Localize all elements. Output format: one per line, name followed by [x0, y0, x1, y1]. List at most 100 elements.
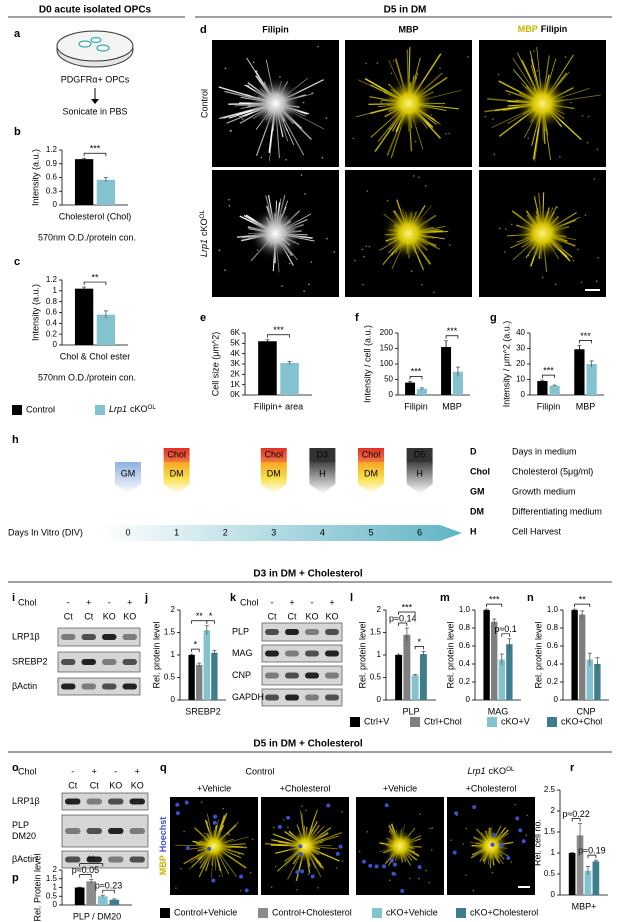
speck [368, 245, 371, 248]
bar [586, 659, 593, 700]
speck [362, 283, 364, 286]
lane-label: Ct [90, 780, 99, 790]
axis-note: 570nm O.D./protein con. [38, 372, 136, 382]
nucleus [452, 850, 457, 855]
treatment-sign: - [114, 766, 117, 776]
panel-letter: b [14, 126, 21, 138]
y-tick-label: 0.4 [46, 318, 58, 327]
blot-band [81, 634, 96, 640]
timeline-arrow [100, 525, 462, 541]
y-tick-label: 4K [230, 349, 240, 358]
error-bar [585, 866, 590, 875]
speck [304, 193, 306, 195]
stain-name: MBP [158, 855, 168, 875]
legend-label: Control+Cholesterol [272, 907, 352, 917]
y-axis-label: Rel. protein level [151, 621, 161, 688]
lane-label: Ct [288, 611, 297, 621]
error-bar [77, 886, 82, 888]
significance-bracket [79, 874, 92, 878]
significance-bracket [79, 863, 104, 867]
y-tick-label: 1.2 [46, 275, 58, 284]
speck [514, 803, 516, 806]
y-tick-label: 1K [230, 380, 240, 389]
y-tick-label: 0.6 [46, 308, 58, 317]
y-tick-label: 0.3 [46, 186, 58, 195]
significance-label: *** [90, 144, 101, 154]
error-bar [82, 286, 87, 291]
y-tick-label: 1.2 [46, 145, 58, 154]
error-bar [204, 625, 209, 635]
y-tick-label: 2 [551, 806, 556, 815]
error-bar [552, 384, 557, 387]
blot-strip [57, 677, 141, 696]
speck [508, 93, 511, 96]
y-tick-label: 0.9 [46, 159, 58, 168]
legend-text: Cell Harvest [512, 526, 562, 536]
significance-label: * [417, 637, 421, 647]
blot-band [102, 634, 117, 640]
blot-strip [57, 651, 141, 673]
significance-bracket [486, 603, 503, 608]
lane-label: KO [109, 780, 122, 790]
speck [308, 283, 310, 286]
treatment-sign: + [92, 766, 97, 776]
significance-label: p≈0.14 [389, 613, 416, 623]
step-top-label: Chol [362, 449, 381, 459]
panel-letter: l [350, 592, 353, 604]
speck [465, 827, 468, 830]
significance-label: *** [411, 367, 422, 377]
significance-label: *** [273, 325, 284, 335]
speck [247, 84, 250, 87]
step-top [406, 448, 433, 462]
legend-swatch [95, 405, 105, 415]
speck [300, 805, 303, 808]
legend-swatch [547, 717, 557, 727]
significance-bracket [206, 620, 215, 624]
nucleus [491, 833, 496, 838]
blot-band [129, 828, 145, 834]
cell-label: PDGFRα+ OPCs [61, 74, 130, 84]
speck [228, 204, 231, 207]
speck [365, 62, 367, 65]
error-bar [100, 894, 105, 898]
bar [506, 644, 513, 700]
nucleus [295, 870, 300, 875]
step-label: H [416, 468, 423, 478]
speck [559, 155, 561, 158]
bar [537, 381, 548, 395]
error-bar [197, 662, 202, 667]
nucleus [286, 815, 291, 820]
blot-band [325, 672, 339, 679]
speck [325, 117, 328, 119]
blot-title: Chol [240, 597, 259, 607]
speck [303, 290, 305, 293]
error-bar [103, 310, 108, 319]
bar [592, 861, 600, 895]
blot-band [285, 672, 299, 679]
error-bar [492, 618, 497, 625]
y-tick-label: 0 [551, 890, 556, 899]
y-tick-label: 0.4 [547, 659, 559, 668]
lane-label: KO [103, 611, 116, 621]
bar [188, 655, 195, 700]
column-label: MBP Filipin [518, 24, 568, 34]
category-label: MBP [442, 401, 462, 411]
speck [596, 148, 599, 151]
error-bar [593, 859, 598, 863]
significance-bracket [409, 376, 423, 380]
speck [249, 871, 252, 874]
blot-band [305, 629, 319, 635]
error-bar [287, 361, 292, 365]
blot-band [65, 856, 81, 863]
step-top-label: D5 [414, 449, 426, 459]
step-box [260, 462, 287, 494]
speck [536, 70, 539, 72]
soma [515, 206, 570, 261]
error-bar [570, 852, 575, 854]
speck [326, 237, 328, 240]
y-axis-label: Cell size (μm^2) [210, 332, 220, 396]
speck [448, 132, 450, 135]
nucleus [384, 803, 389, 808]
blot-band [61, 659, 76, 665]
stain-name: Filipin [541, 24, 568, 34]
